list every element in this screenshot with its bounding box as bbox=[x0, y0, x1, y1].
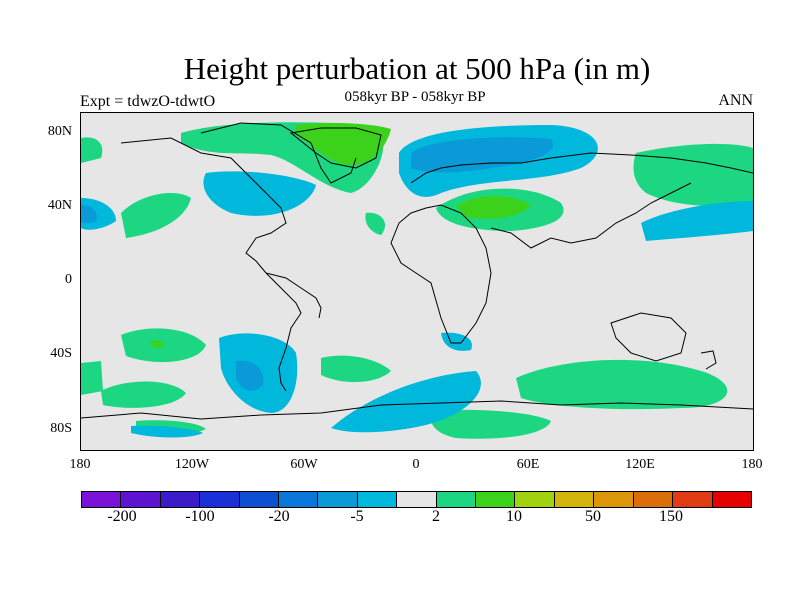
map-subtitle: 058kyr BP - 058kyr BP bbox=[344, 89, 486, 105]
colorbar-label: -100 bbox=[185, 508, 215, 525]
colorbar-label: 50 bbox=[585, 508, 601, 525]
colorbar-swatch bbox=[357, 492, 398, 507]
colorbar-swatch bbox=[318, 492, 358, 507]
strong-positive-cores bbox=[150, 122, 531, 348]
map-plot-area bbox=[80, 112, 754, 451]
positive-anomaly-regions bbox=[81, 122, 753, 439]
colorbar bbox=[81, 491, 752, 508]
colorbar-swatch bbox=[279, 492, 319, 507]
lat-tick-40s: 40S bbox=[50, 346, 72, 361]
lat-tick-80n: 80N bbox=[47, 124, 72, 139]
colorbar-label: 150 bbox=[659, 508, 683, 525]
colorbar-swatch bbox=[200, 492, 240, 507]
colorbar-label: -200 bbox=[107, 508, 137, 525]
strong-negative-cores bbox=[81, 137, 553, 391]
colorbar-swatch bbox=[121, 492, 161, 507]
colorbar-swatch bbox=[436, 492, 477, 507]
colorbar-swatch bbox=[397, 492, 437, 507]
colorbar-swatch bbox=[160, 492, 201, 507]
colorbar-label: 10 bbox=[506, 508, 522, 525]
lon-tick-180w: 180 bbox=[69, 457, 91, 472]
colorbar-label: -5 bbox=[350, 508, 364, 525]
lon-tick-60w: 60W bbox=[290, 457, 318, 472]
lon-tick-120w: 120W bbox=[174, 457, 210, 472]
colorbar-swatch bbox=[515, 492, 555, 507]
colorbar-swatch bbox=[594, 492, 634, 507]
map-canvas bbox=[81, 122, 753, 439]
colorbar-swatch bbox=[673, 492, 713, 507]
colorbar-swatch bbox=[712, 492, 751, 507]
colorbar-swatch bbox=[82, 492, 122, 507]
colorbar-swatch bbox=[633, 492, 674, 507]
lat-tick-0: 0 bbox=[65, 272, 72, 287]
colorbar-label: 2 bbox=[432, 508, 440, 525]
coastlines bbox=[81, 122, 753, 420]
season-label: ANN bbox=[718, 92, 753, 109]
colorbar-swatch bbox=[476, 492, 516, 507]
lat-tick-40n: 40N bbox=[47, 198, 72, 213]
lon-tick-120e: 120E bbox=[625, 457, 655, 472]
colorbar-swatch bbox=[239, 492, 280, 507]
lat-tick-80s: 80S bbox=[50, 421, 72, 436]
lon-tick-180e: 180 bbox=[741, 457, 763, 472]
lon-tick-60e: 60E bbox=[516, 457, 540, 472]
map-title: Height perturbation at 500 hPa (in m) bbox=[183, 51, 651, 86]
colorbar-swatch bbox=[554, 492, 595, 507]
lon-tick-0: 0 bbox=[412, 457, 420, 472]
colorbar-label: -20 bbox=[268, 508, 290, 525]
experiment-label: Expt = tdwzO-tdwtO bbox=[80, 93, 216, 110]
